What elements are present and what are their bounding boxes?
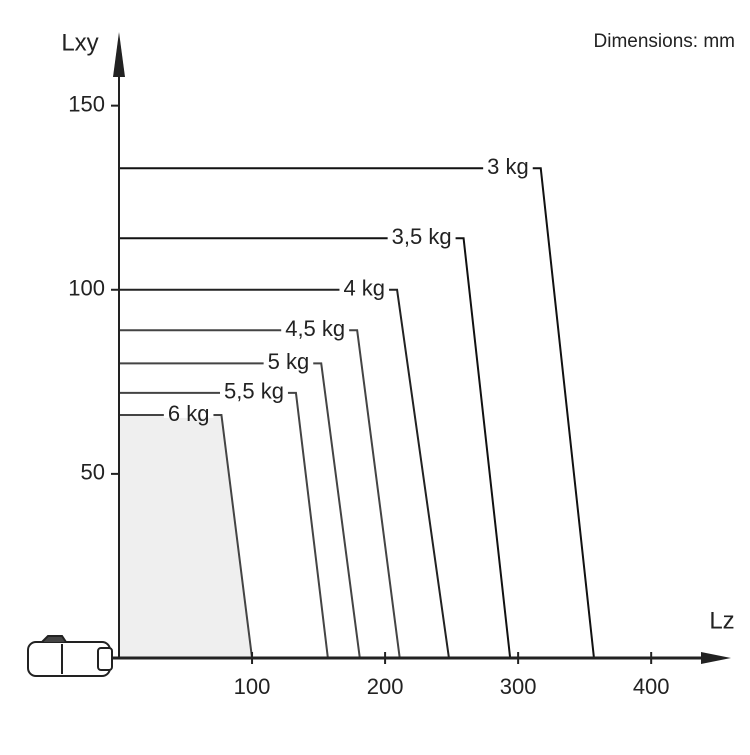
load-curve <box>119 413 254 659</box>
legend-label: 5,5 kg <box>224 379 284 404</box>
x-tick-label: 400 <box>633 674 670 699</box>
label-bg <box>263 360 314 367</box>
load-curve <box>119 288 450 659</box>
plot: 3 kg 3,5 kg 4 kg 4,5 kg 5 kg 5,5 kg 6 kg 100 200… <box>68 32 731 699</box>
y-axis-arrow <box>113 32 125 77</box>
label-bg <box>387 235 456 242</box>
load-curve <box>119 391 329 659</box>
label-bg <box>483 165 533 172</box>
load-curve <box>119 329 401 659</box>
load-curve <box>119 167 595 659</box>
x-tick-label: 200 <box>367 674 404 699</box>
label-bg <box>281 327 350 334</box>
load-curve <box>119 237 512 659</box>
label-bg <box>163 411 214 418</box>
x-axis-label: Lz <box>709 607 734 634</box>
annotation: Dimensions: mm <box>594 31 735 52</box>
area <box>119 414 253 658</box>
y-tick-label: 50 <box>81 460 105 485</box>
legend-label: 3,5 kg <box>392 224 452 249</box>
legend-label: 4,5 kg <box>285 316 345 341</box>
x-tick-label: 100 <box>234 674 271 699</box>
y-tick-label: 150 <box>68 91 105 116</box>
label-bg <box>220 389 288 396</box>
label-bg <box>339 286 390 293</box>
x-axis-arrow <box>701 652 731 664</box>
legend-label: 6 kg <box>168 401 210 426</box>
legend-label: 5 kg <box>268 349 310 374</box>
load-curve <box>119 362 361 659</box>
legend-label: 4 kg <box>343 276 385 301</box>
y-axis-label: Lxy <box>61 29 98 56</box>
gripper-icon <box>27 635 113 677</box>
x-tick-label: 300 <box>500 674 537 699</box>
legend-label: 3 kg <box>487 154 529 179</box>
y-tick-label: 100 <box>68 276 105 301</box>
